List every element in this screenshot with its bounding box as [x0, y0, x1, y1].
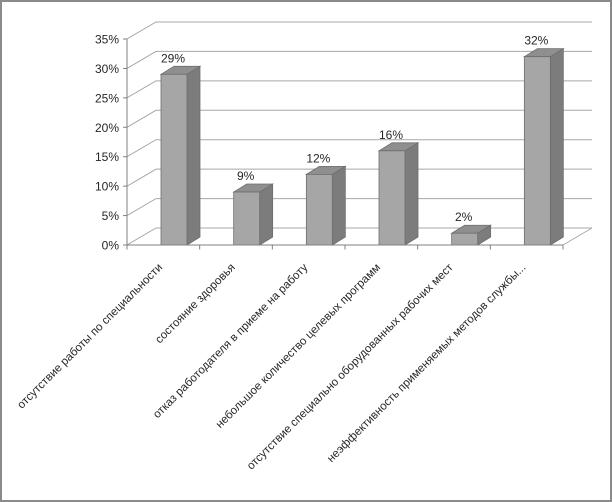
bar-front-face [160, 73, 188, 246]
bar-value-label: 9% [237, 169, 255, 183]
gridline [126, 227, 593, 246]
bar-value-label: 29% [161, 51, 185, 65]
category-label: небольшое количество целевых программ [214, 262, 383, 431]
y-axis-label: 25% [95, 91, 119, 105]
bar-front-face [233, 191, 261, 246]
gridline [126, 21, 593, 40]
bar-side-face [259, 183, 274, 246]
bar-side-face [549, 47, 564, 246]
bar-front-face [305, 173, 333, 246]
y-axis-label: 20% [95, 121, 119, 135]
y-axis-label: 30% [95, 62, 119, 76]
gridline [126, 198, 593, 217]
y-axis-label: 15% [95, 150, 119, 164]
y-axis-label: 0% [102, 239, 120, 253]
bar-value-label: 16% [379, 128, 403, 142]
gridline [126, 168, 593, 187]
gridline [126, 80, 593, 99]
bar-front-face [451, 232, 479, 246]
category-label: отказ работодателя в приеме на работу [151, 261, 310, 420]
category-label: состояние здоровья [153, 262, 237, 346]
bar-side-face [186, 65, 201, 246]
bar-value-label: 32% [524, 34, 548, 48]
bar-value-label: 12% [306, 151, 330, 165]
bar-side-face [404, 142, 419, 246]
bar-front-face [378, 150, 406, 246]
y-axis-label: 5% [102, 209, 120, 223]
gridline [126, 109, 593, 128]
floor-edge [562, 227, 593, 246]
category-label: отсутствие работы по специальности [15, 262, 165, 412]
gridline [126, 50, 593, 69]
gridline [126, 139, 593, 158]
bar-side-face [331, 165, 346, 246]
bar-value-label: 2% [455, 210, 473, 224]
bar-front-face [523, 56, 551, 246]
y-axis-label: 35% [95, 33, 119, 47]
y-axis-label: 10% [95, 180, 119, 194]
